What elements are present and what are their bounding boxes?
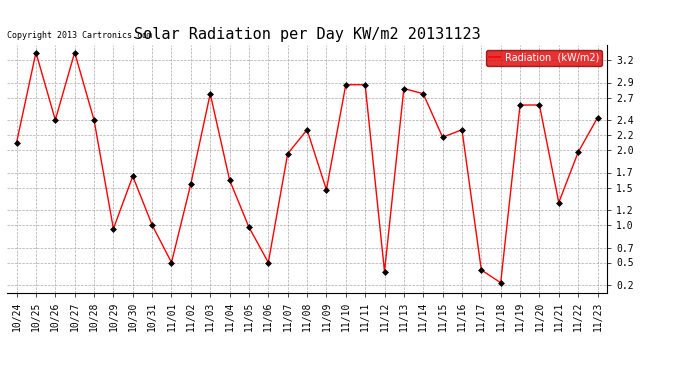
Text: Copyright 2013 Cartronics.com: Copyright 2013 Cartronics.com [7, 31, 152, 40]
Legend: Radiation  (kW/m2): Radiation (kW/m2) [486, 50, 602, 66]
Title: Solar Radiation per Day KW/m2 20131123: Solar Radiation per Day KW/m2 20131123 [134, 27, 480, 42]
